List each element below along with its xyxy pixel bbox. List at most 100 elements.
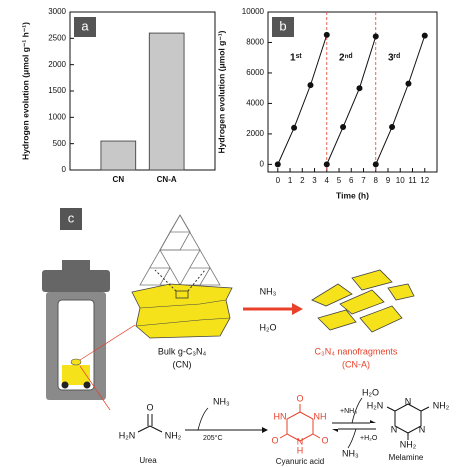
ring [279,404,321,442]
point [389,124,396,131]
x-tick-label: 4 [325,176,330,185]
stir-bar [83,381,91,389]
x-tick-label: 5 [337,176,342,185]
y-tick-label: 0 [260,159,265,168]
x-tick-label: 8 [374,176,379,185]
ring [386,403,430,440]
y-tick-label: 0 [62,165,67,174]
x-tick-label: 12 [420,176,429,185]
point [372,33,379,40]
y-tick-label: 6000 [246,68,264,77]
atom: N [419,424,426,434]
panel-box [74,17,96,37]
y-tick-label: 3000 [48,7,66,16]
atom: N [297,436,304,446]
x-tick-label: 7 [361,176,366,185]
series-line [326,36,377,165]
bulk-abbr: (CN) [173,359,192,369]
sheet-fold [139,299,227,309]
point [274,161,281,168]
reagent: H₂O [260,322,277,332]
arrow [351,397,363,424]
x-tick-label: 9 [386,176,391,185]
y-tick-label: 2500 [48,33,66,42]
atom: O [296,393,303,403]
atom: N [405,396,412,406]
bulk-sheet [131,283,233,339]
y-tick-label: 2000 [48,60,66,69]
link-line [79,365,111,411]
arrow [197,407,209,431]
reactor-cap [62,260,90,270]
zoom-line [187,269,206,292]
x-tick-label: 3 [312,176,317,185]
product-label: C₃N₄ nanofragments [315,346,398,356]
bond [137,425,151,433]
atom: NH₂ [400,439,417,449]
compound-name: Cyanuric acid [276,457,324,466]
atom: O [321,435,328,445]
arrow-head [292,303,303,315]
x-tick-label: CN [113,175,125,184]
x-tick-label: 0 [276,176,281,185]
arrow [347,428,357,449]
panel-label: a [81,18,89,33]
y-tick-label: 10000 [242,7,265,16]
atom: O [271,435,278,445]
arrow-head [262,427,268,433]
cycle-label: 3ʳᵈ [388,52,400,63]
compound-name: Melamine [389,453,424,462]
y-tick-label: 4000 [246,99,264,108]
x-tick-label: 11 [408,176,417,185]
point [291,124,298,131]
reagent: +H₂O [360,435,378,442]
atom: O [146,402,153,412]
point [307,82,314,89]
y-axis-label: Hydrogen evolution (μmol g⁻¹) [216,30,226,153]
link-line [79,324,136,361]
point [356,85,363,92]
point [405,80,412,87]
stir-bar [61,381,69,389]
x-axis-label: Time (h) [336,190,369,200]
y-tick-label: 500 [53,139,67,148]
reactor-lid [42,270,110,292]
reagent: +NH₃ [340,408,357,415]
point [323,161,330,168]
bulk-label: Bulk g-C₃N₄ [158,346,207,356]
y-axis-label: Hydrogen evolution (μmol g⁻¹ h⁻¹) [20,22,30,160]
reagent: NH₃ [342,448,359,458]
bar [148,32,185,171]
point [421,32,428,39]
y-tick-label: 2000 [246,129,264,138]
panel-box [272,17,294,37]
y-tick-label: 1500 [48,86,66,95]
point [323,31,330,38]
series-line [277,34,328,165]
atom: N [391,424,398,434]
reactor-sample [70,358,82,366]
atom: H₂N [119,430,136,440]
x-tick-label: 6 [349,176,354,185]
series-line [375,35,426,165]
atom: NH [314,411,327,421]
y-tick-label: 8000 [246,38,264,47]
atom: HN [274,411,287,421]
arrow-head [332,429,338,432]
atom: H [297,445,304,455]
plot-frame [267,11,438,173]
x-tick-label: CN-A [157,175,177,184]
atom: NH₂ [165,430,182,440]
reagent: NH₃ [260,286,277,296]
network [139,214,221,286]
point [372,161,379,168]
point [340,124,347,131]
sheet-fold [135,317,231,327]
bar [100,140,137,171]
panel-label: c [68,210,75,225]
reagent: H₂O [362,387,379,397]
arrow-head [370,420,376,423]
x-tick-label: 2 [300,176,305,185]
